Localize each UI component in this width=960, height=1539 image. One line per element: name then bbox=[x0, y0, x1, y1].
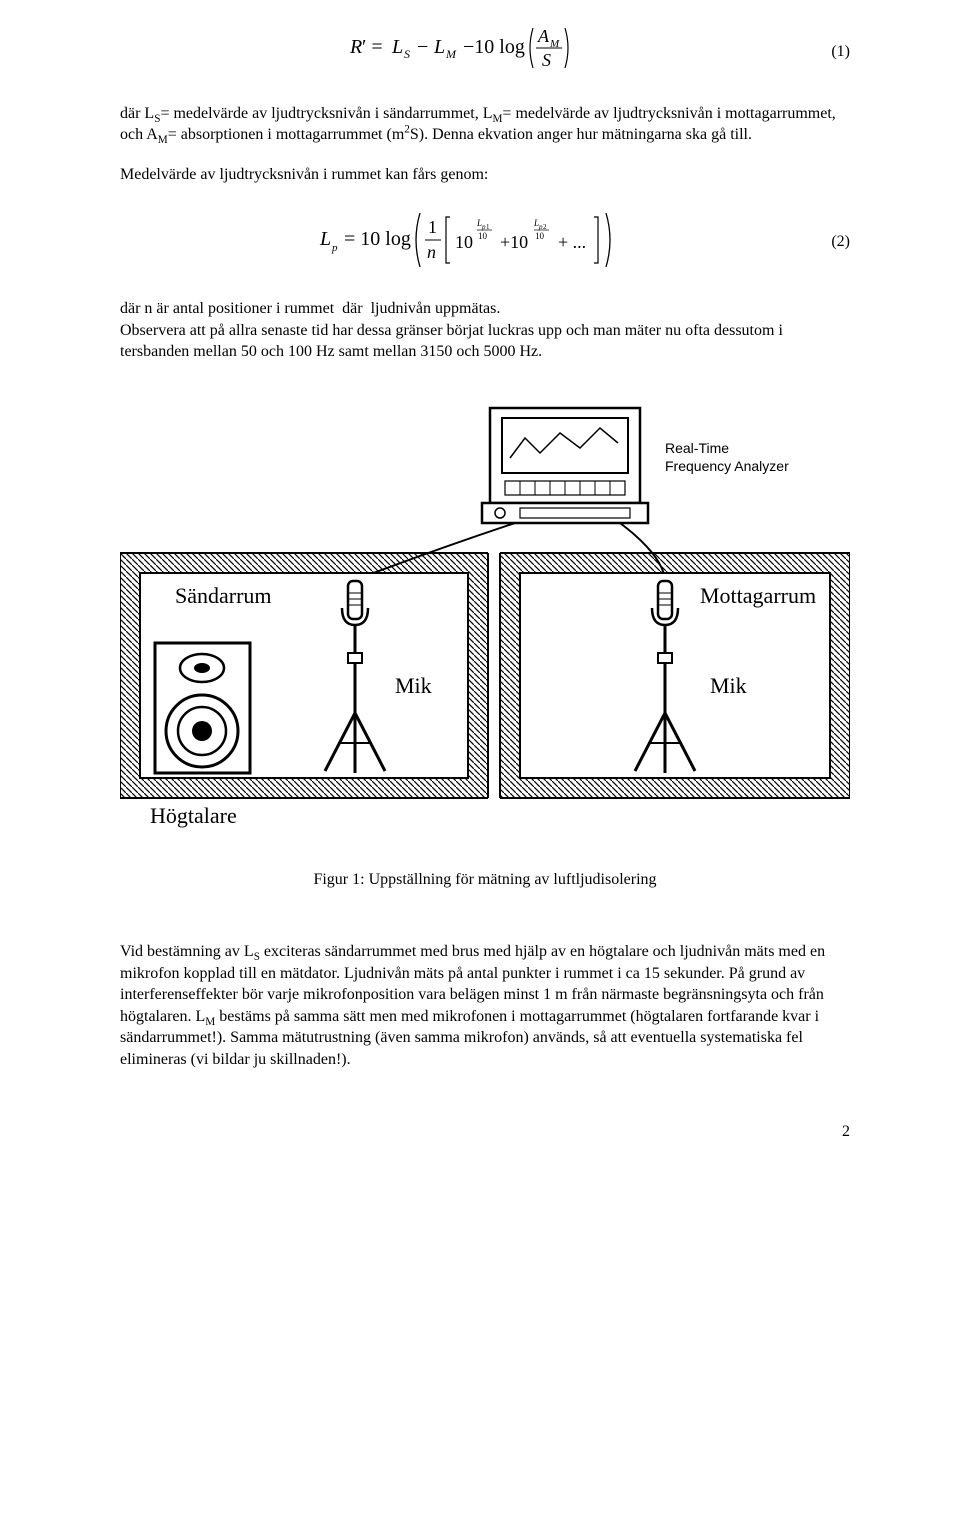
svg-text:+ ...: + ... bbox=[558, 232, 586, 252]
svg-text:−: − bbox=[417, 36, 428, 58]
figure-1: Real-Time Frequency Analyzer Sändarrum M… bbox=[120, 403, 850, 891]
equation-2-number: (2) bbox=[800, 231, 850, 253]
svg-text:R: R bbox=[349, 36, 362, 58]
svg-text:n: n bbox=[427, 242, 436, 262]
svg-text:10: 10 bbox=[535, 231, 545, 241]
page-number: 2 bbox=[120, 1121, 850, 1143]
figure-mic-send-label: Mik bbox=[395, 673, 432, 698]
svg-text:10: 10 bbox=[455, 232, 473, 252]
para-after-eq2: där n är antal positioner i rummet där l… bbox=[120, 298, 850, 363]
svg-text:M: M bbox=[445, 47, 457, 61]
figure-analyzer-label-line1: Real-Time bbox=[665, 440, 729, 456]
equation-2-body: L p = 10 log 1 n 10 L p 1 10 +10 L p 2 1… bbox=[120, 203, 800, 280]
svg-text:L: L bbox=[391, 36, 403, 58]
equation-1-number: (1) bbox=[800, 41, 850, 63]
svg-text:L: L bbox=[319, 228, 331, 250]
para-before-eq2: Medelvärde av ljudtrycksnivån i rummet k… bbox=[120, 164, 850, 186]
svg-text:S: S bbox=[542, 50, 551, 70]
figure-room-recv-label: Mottagarrum bbox=[700, 583, 816, 608]
equation-1-svg: R ′ = L S − L M −10 log A M S bbox=[310, 18, 610, 78]
svg-text:= 10 log: = 10 log bbox=[344, 228, 411, 250]
svg-text:L: L bbox=[433, 36, 445, 58]
svg-text:p: p bbox=[331, 242, 338, 254]
svg-text:+10: +10 bbox=[500, 232, 528, 252]
figure-1-svg: Real-Time Frequency Analyzer Sändarrum M… bbox=[120, 403, 850, 833]
para-after-eq1: där LS= medelvärde av ljudtrycksnivån i … bbox=[120, 103, 850, 146]
svg-text:1: 1 bbox=[428, 217, 437, 237]
figure-mic-recv-label: Mik bbox=[710, 673, 747, 698]
equation-1: R ′ = L S − L M −10 log A M S (1) bbox=[120, 18, 850, 85]
svg-text:S: S bbox=[404, 47, 410, 61]
figure-analyzer-label-line2: Frequency Analyzer bbox=[665, 458, 789, 474]
svg-text:−10 log: −10 log bbox=[463, 36, 525, 58]
equation-2-svg: L p = 10 log 1 n 10 L p 1 10 +10 L p 2 1… bbox=[280, 203, 640, 273]
svg-text:A: A bbox=[537, 26, 550, 46]
figure-1-caption: Figur 1: Uppställning för mätning av luf… bbox=[120, 869, 850, 891]
figure-speaker-label: Högtalare bbox=[150, 803, 237, 828]
equation-1-body: R ′ = L S − L M −10 log A M S bbox=[120, 18, 800, 85]
equation-2: L p = 10 log 1 n 10 L p 1 10 +10 L p 2 1… bbox=[120, 203, 850, 280]
para-bottom: Vid bestämning av LS exciteras sändarrum… bbox=[120, 941, 850, 1071]
svg-text:′ =: ′ = bbox=[362, 36, 383, 58]
figure-room-send-label: Sändarrum bbox=[175, 583, 272, 608]
svg-text:10: 10 bbox=[478, 231, 488, 241]
